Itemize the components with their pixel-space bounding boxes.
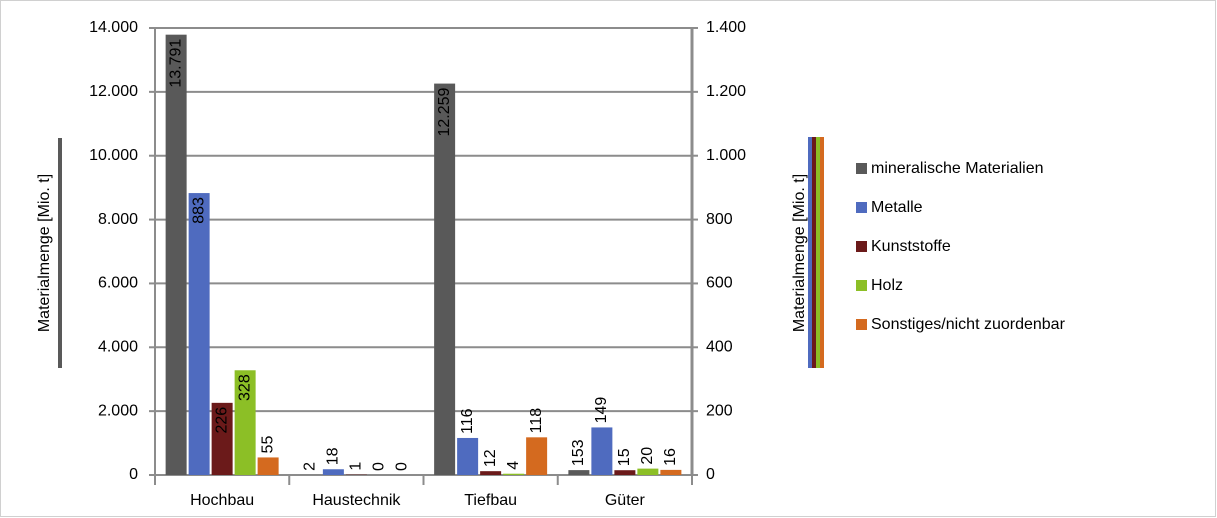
legend-label: Holz <box>871 277 903 294</box>
value-label: 12.259 <box>436 87 453 136</box>
x-tick-label: Güter <box>605 492 646 509</box>
bar <box>165 34 187 476</box>
value-label: 153 <box>570 439 587 466</box>
value-label: 0 <box>371 462 388 471</box>
value-label: 149 <box>593 397 610 424</box>
x-tick-label: Hochbau <box>190 492 254 509</box>
legend-swatch <box>856 280 867 291</box>
legend-label: mineralische Materialien <box>871 160 1044 177</box>
bar <box>257 457 279 475</box>
value-label: 226 <box>213 407 230 434</box>
legend-swatch <box>856 319 867 330</box>
bar <box>322 469 344 475</box>
value-label: 20 <box>639 447 656 465</box>
legend-swatch <box>856 163 867 174</box>
value-label: 883 <box>190 197 207 224</box>
bar <box>568 470 590 475</box>
y-tick-label: 8.000 <box>98 211 138 228</box>
y2-tick-label: 800 <box>706 211 733 228</box>
y-tick-label: 6.000 <box>98 275 138 292</box>
value-label: 55 <box>259 436 276 454</box>
bar <box>637 468 659 475</box>
y-tick-label: 12.000 <box>89 83 138 100</box>
bar <box>660 469 682 475</box>
y2-tick-label: 0 <box>706 466 715 483</box>
bar <box>591 427 613 475</box>
value-label: 18 <box>325 447 342 465</box>
y2-axis-title: Materialmenge [Mio. t] <box>791 174 808 332</box>
y-tick-label: 14.000 <box>89 19 138 36</box>
legend-label: Metalle <box>871 199 923 216</box>
y2-tick-label: 1.200 <box>706 83 746 100</box>
bar <box>503 473 525 475</box>
legend-label: Sonstiges/nicht zuordenbar <box>871 316 1066 333</box>
bar <box>234 370 256 475</box>
y2-tick-label: 200 <box>706 402 733 419</box>
value-label: 116 <box>459 408 476 434</box>
value-label: 4 <box>505 461 522 470</box>
bar <box>457 437 479 475</box>
value-label: 12 <box>482 449 499 467</box>
y-tick-label: 0 <box>129 466 138 483</box>
bar <box>526 437 548 475</box>
bar <box>188 193 210 475</box>
bar <box>434 83 456 475</box>
y2-tick-label: 400 <box>706 339 733 356</box>
y-tick-label: 2.000 <box>98 402 138 419</box>
y-tick-label: 10.000 <box>89 147 138 164</box>
bar <box>614 470 636 475</box>
value-label: 2 <box>302 462 319 471</box>
value-label: 0 <box>394 462 411 471</box>
x-tick-label: Tiefbau <box>464 492 517 509</box>
legend-label: Kunststoffe <box>871 238 951 255</box>
value-label: 1 <box>348 462 365 471</box>
value-label: 15 <box>616 448 633 466</box>
value-label: 13.791 <box>167 39 184 88</box>
legend-swatch <box>856 202 867 213</box>
legend-swatch <box>856 241 867 252</box>
value-label: 16 <box>662 448 679 466</box>
value-label: 328 <box>236 374 253 401</box>
bar <box>480 471 502 475</box>
y2-tick-label: 600 <box>706 275 733 292</box>
y-tick-label: 4.000 <box>98 339 138 356</box>
x-tick-label: Haustechnik <box>312 492 401 509</box>
bar <box>211 402 233 475</box>
value-label: 118 <box>528 408 545 434</box>
y2-tick-label: 1.400 <box>706 19 746 36</box>
y-axis-title: Materialmenge [Mio. t] <box>36 174 53 332</box>
y2-tick-label: 1.000 <box>706 147 746 164</box>
